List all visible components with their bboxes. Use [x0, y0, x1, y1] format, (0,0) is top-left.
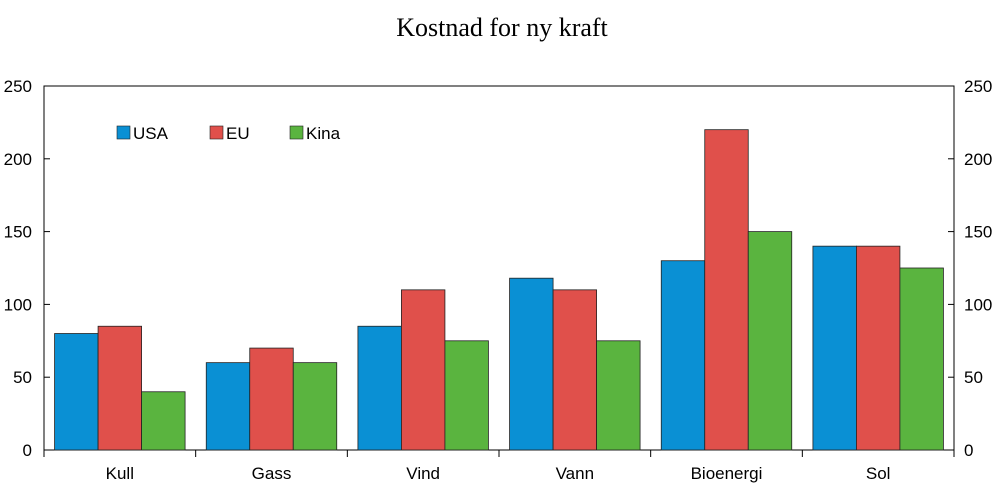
x-tick-label: Vann	[556, 464, 594, 483]
legend-swatch-eu	[209, 125, 224, 140]
bar-kina-vann	[596, 340, 641, 451]
axes: 0 0 50 50 100 100 150 150 200 200 250 250 Kull Gass Vi…	[4, 77, 993, 483]
legend-label-usa: USA	[133, 124, 169, 143]
bar-usa-kull	[54, 333, 99, 451]
bar-eu-bioenergi	[704, 129, 749, 451]
bar-kina-vind	[444, 340, 489, 451]
y-tick-label-left: 150	[4, 223, 32, 242]
bar-usa-vann	[509, 277, 554, 451]
x-tick-label: Bioenergi	[691, 464, 763, 483]
legend-label-eu: EU	[226, 124, 250, 143]
legend-label-kina: Kina	[306, 124, 341, 143]
bar-eu-gass	[249, 347, 294, 451]
y-tick-label-right: 0	[964, 441, 973, 460]
bar-eu-kull	[97, 325, 142, 451]
y-tick-label-left: 0	[23, 441, 32, 460]
bar-eu-vann	[552, 289, 597, 451]
x-tick-label: Kull	[106, 464, 134, 483]
bar-eu-sol	[856, 245, 901, 451]
bar-usa-gass	[205, 362, 251, 451]
y-tick-label-right: 150	[964, 223, 992, 242]
bar-usa-sol	[812, 245, 857, 451]
x-tick-label: Gass	[252, 464, 292, 483]
bars	[54, 129, 944, 451]
y-tick-label-right: 100	[964, 295, 992, 314]
legend-swatch-kina	[289, 125, 304, 140]
y-tick-label-right: 250	[964, 77, 992, 96]
legend-swatch-usa	[116, 125, 131, 140]
bar-kina-kull	[141, 391, 186, 451]
bar-kina-sol	[899, 267, 944, 451]
bar-usa-bioenergi	[660, 260, 706, 451]
y-tick-label-left: 50	[13, 368, 32, 387]
y-tick-label-right: 50	[964, 368, 983, 387]
bar-usa-vind	[357, 325, 402, 451]
y-tick-label-left: 100	[4, 295, 32, 314]
x-tick-label: Vind	[406, 464, 440, 483]
bar-kina-bioenergi	[747, 231, 793, 451]
chart-title: Kostnad for ny kraft	[396, 13, 608, 42]
x-tick-label: Sol	[866, 464, 891, 483]
y-tick-label-left: 200	[4, 150, 32, 169]
y-tick-label-left: 250	[4, 77, 32, 96]
y-tick-label-right: 200	[964, 150, 992, 169]
bar-kina-gass	[292, 362, 338, 451]
bar-eu-vind	[401, 289, 446, 451]
legend: USA EU Kina	[116, 124, 341, 143]
